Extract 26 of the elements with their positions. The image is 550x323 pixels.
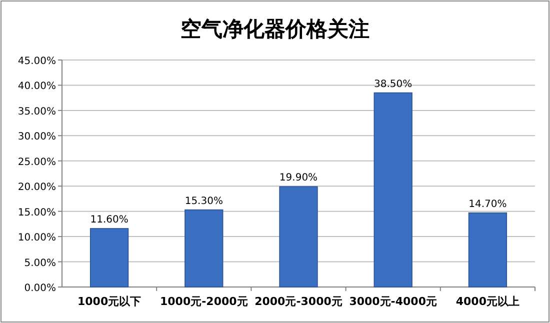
bar <box>374 92 412 288</box>
x-tick-label: 1000元-2000元 <box>160 295 248 308</box>
y-tick-label: 45.00% <box>18 56 56 67</box>
chart-title: 空气净化器价格关注 <box>180 17 370 41</box>
y-tick-label: 35.00% <box>18 106 56 118</box>
y-tick-label: 20.00% <box>18 182 56 194</box>
y-tick-label: 0.00% <box>24 283 56 294</box>
y-tick-label: 30.00% <box>18 132 56 143</box>
bar <box>279 186 318 288</box>
bar <box>90 228 129 288</box>
bar <box>184 209 224 288</box>
x-tick-label: 1000元以下 <box>77 295 142 308</box>
x-tick-label: 4000元以上 <box>456 295 520 308</box>
y-tick-label: 40.00% <box>18 81 56 92</box>
x-tick-label: 3000元-4000元 <box>349 295 437 308</box>
y-tick-label: 15.00% <box>18 207 56 218</box>
y-tick-label: 10.00% <box>18 232 56 244</box>
bar <box>468 212 508 288</box>
y-tick-label: 25.00% <box>18 156 56 168</box>
y-tick-label: 5.00% <box>24 258 56 269</box>
data-label: 11.60% <box>90 214 128 226</box>
data-label: 14.70% <box>468 198 507 210</box>
data-label: 38.50% <box>374 78 412 90</box>
data-label: 19.90% <box>279 172 318 184</box>
x-tick-label: 2000元-3000元 <box>254 295 342 308</box>
data-label: 15.30% <box>184 196 223 207</box>
